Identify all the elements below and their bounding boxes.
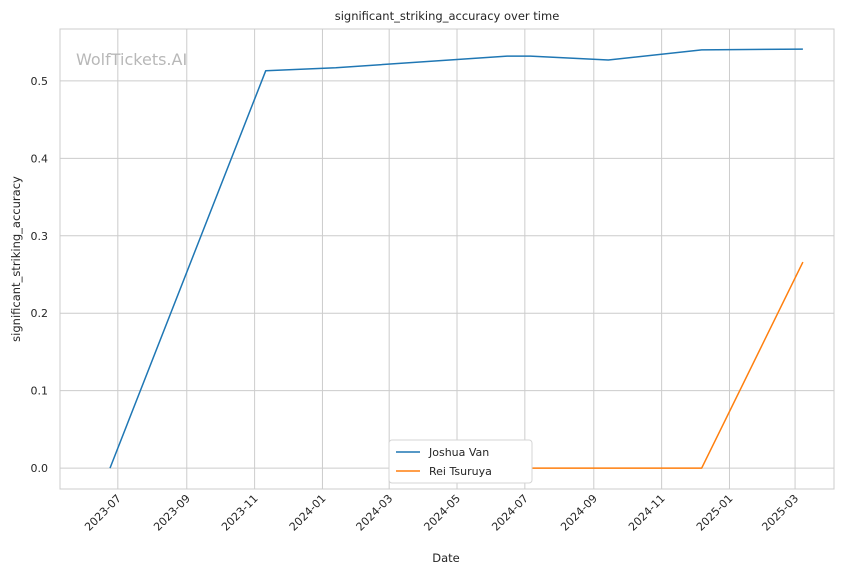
plot-frame	[59, 28, 835, 490]
x-tick-label: 2023-09	[151, 492, 193, 534]
x-tick-label: 2024-01	[287, 492, 329, 534]
y-tick-label: 0.0	[31, 462, 49, 475]
y-tick-label: 0.2	[31, 307, 49, 320]
legend-entry-0: Joshua Van	[428, 446, 489, 459]
x-tick-label: 2025-03	[760, 492, 802, 534]
series-line-0	[109, 48, 803, 469]
x-axis: 2023-07 2023-09 2023-11 2024-01 2024-03 2024-…	[82, 492, 801, 534]
x-tick-label: 2023-11	[219, 492, 261, 534]
x-tick-label: 2025-01	[694, 492, 736, 534]
x-tick-label: 2024-07	[489, 492, 531, 534]
grid	[60, 29, 834, 489]
watermark: WolfTickets.AI	[76, 50, 187, 69]
y-tick-label: 0.5	[31, 75, 49, 88]
legend: Joshua Van Rei Tsuruya	[388, 439, 533, 484]
series-line-1	[522, 261, 804, 469]
x-tick-label: 2024-03	[354, 492, 396, 534]
y-axis-title: significant_striking_accuracy	[9, 176, 23, 342]
series-lines	[109, 48, 804, 469]
y-tick-label: 0.4	[31, 152, 49, 165]
x-tick-label: 2023-07	[82, 492, 124, 534]
legend-entry-1: Rei Tsuruya	[429, 465, 492, 478]
x-tick-label: 2024-11	[626, 492, 668, 534]
legend-box	[388, 439, 533, 484]
y-tick-label: 0.1	[31, 385, 49, 398]
x-axis-title: Date	[432, 551, 460, 565]
y-tick-label: 0.3	[31, 230, 49, 243]
x-tick-label: 2024-05	[421, 492, 463, 534]
chart-title: significant_striking_accuracy over time	[335, 9, 560, 23]
y-axis: 0.0 0.1 0.2 0.3 0.4 0.5	[31, 75, 49, 475]
x-tick-label: 2024-09	[558, 492, 600, 534]
